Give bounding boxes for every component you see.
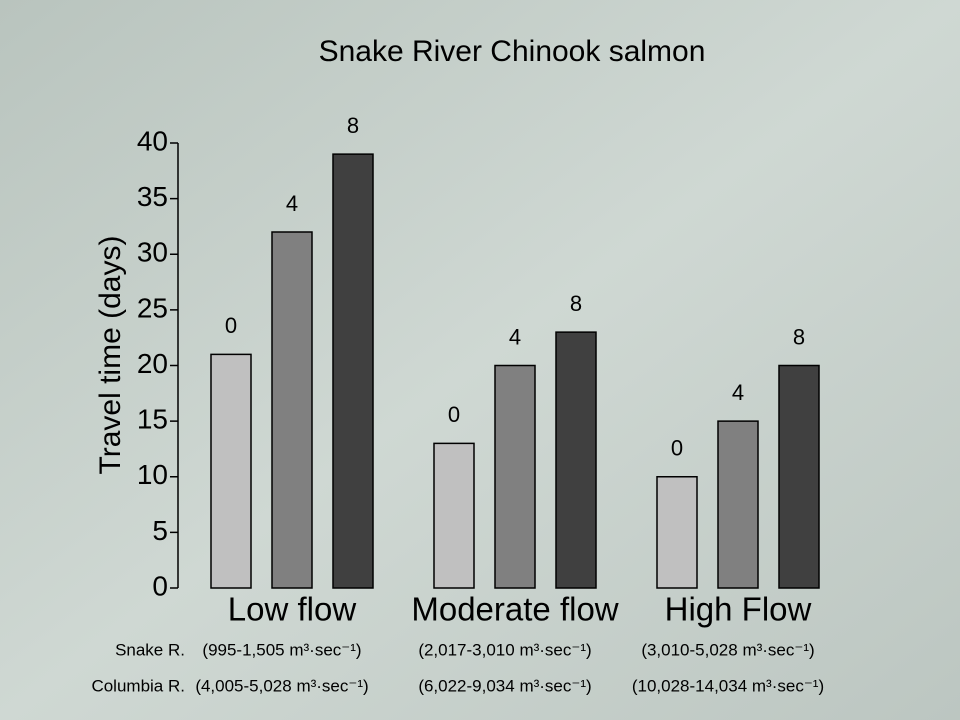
y-tick-label: 5 xyxy=(152,515,168,546)
y-tick-label: 25 xyxy=(137,292,168,323)
bar xyxy=(332,153,374,589)
chart-title: Snake River Chinook salmon xyxy=(319,35,706,68)
x-tick-label: High Flow xyxy=(665,591,812,628)
bar xyxy=(717,420,759,589)
series-label: 0 xyxy=(225,313,237,338)
bar xyxy=(555,331,597,589)
flow-range: (10,028-14,034 m³·sec⁻¹) xyxy=(632,676,824,695)
y-tick-label: 20 xyxy=(137,348,168,379)
flow-range: (6,022-9,034 m³·sec⁻¹) xyxy=(418,676,591,695)
bar xyxy=(494,364,536,589)
x-tick-label: Moderate flow xyxy=(411,591,618,628)
flow-range: (3,010-5,028 m³·sec⁻¹) xyxy=(641,640,814,659)
x-tick-label: Low flow xyxy=(228,591,357,628)
y-tick-label: 0 xyxy=(152,570,168,601)
bar xyxy=(656,476,698,589)
y-tick-label: 30 xyxy=(137,237,168,268)
flow-row-label: Columbia R. xyxy=(91,676,185,695)
series-label: 4 xyxy=(509,324,521,349)
series-label: 4 xyxy=(286,191,298,216)
series-label: 8 xyxy=(570,291,582,316)
series-label: 8 xyxy=(793,324,805,349)
bar xyxy=(210,353,252,589)
y-tick-label: 40 xyxy=(137,125,168,156)
series-label: 0 xyxy=(671,436,683,461)
flow-range: (2,017-3,010 m³·sec⁻¹) xyxy=(418,640,591,659)
flow-row-label: Snake R. xyxy=(115,640,185,659)
y-axis-label: Travel time (days) xyxy=(94,236,127,475)
y-tick-label: 35 xyxy=(137,181,168,212)
y-tick-label: 10 xyxy=(137,459,168,490)
series-label: 0 xyxy=(448,402,460,427)
bar xyxy=(433,442,475,589)
bar xyxy=(778,364,820,589)
flow-range: (995-1,505 m³·sec⁻¹) xyxy=(202,640,361,659)
series-label: 4 xyxy=(732,380,744,405)
bar xyxy=(271,231,313,589)
y-tick-label: 15 xyxy=(137,404,168,435)
flow-range: (4,005-5,028 m³·sec⁻¹) xyxy=(195,676,368,695)
series-label: 8 xyxy=(347,113,359,138)
